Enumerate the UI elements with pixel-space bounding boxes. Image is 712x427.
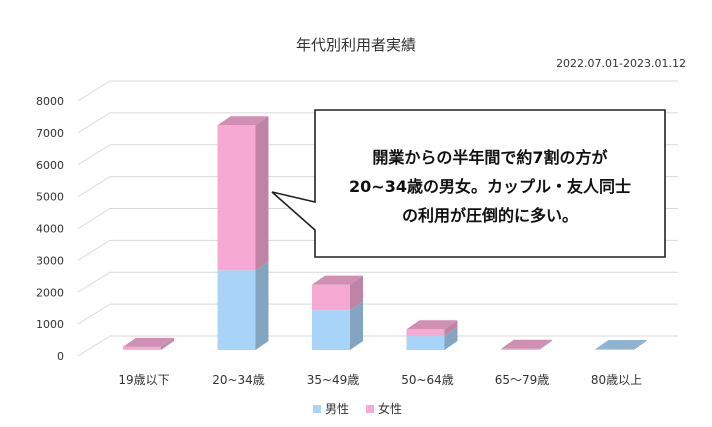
bar-side bbox=[539, 339, 552, 350]
bar-top bbox=[595, 340, 647, 350]
legend-label-female: 女性 bbox=[378, 401, 402, 416]
x-tick-label: 65〜79歳 bbox=[495, 373, 550, 387]
bar-side bbox=[161, 340, 174, 350]
y-tick-label: 1000 bbox=[36, 318, 64, 331]
bar-segment bbox=[123, 340, 174, 350]
bar-segment bbox=[123, 337, 174, 350]
bar-top bbox=[501, 339, 552, 349]
bar-top bbox=[123, 337, 174, 347]
bar-segment bbox=[406, 326, 458, 350]
callout-line-3: の利用が圧倒的に多い。 bbox=[402, 206, 578, 225]
y-tick-label: 8000 bbox=[36, 95, 64, 108]
bar-segment bbox=[406, 320, 458, 336]
bar-segment bbox=[312, 275, 363, 311]
bar-front bbox=[312, 284, 350, 311]
gridline-diagonal bbox=[77, 271, 111, 293]
annotation-callout: 開業からの半年間で約7割の方が 20~34歳の男女。カップル・友人同士 の利用が… bbox=[271, 109, 666, 258]
gridline-diagonal bbox=[77, 208, 111, 229]
bar-segment bbox=[312, 301, 363, 350]
x-tick-label: 19歳以下 bbox=[118, 373, 169, 387]
gridline-diagonal bbox=[77, 144, 111, 166]
bar-front bbox=[406, 329, 445, 336]
chart-title: 年代別利用者実績 bbox=[296, 36, 416, 54]
x-tick-label: 35~49歳 bbox=[307, 373, 360, 387]
chart-legend: 男性 女性 bbox=[313, 401, 402, 416]
y-tick-label: 2000 bbox=[36, 286, 64, 299]
bar-top bbox=[406, 320, 458, 330]
legend-label-male: 男性 bbox=[325, 402, 349, 416]
bar-segment bbox=[217, 261, 269, 350]
bar-side bbox=[350, 275, 363, 311]
bar-segment bbox=[501, 339, 552, 350]
callout-line-1: 開業からの半年間で約7割の方が bbox=[372, 148, 607, 167]
gridline-diagonal bbox=[77, 80, 111, 102]
bar-front bbox=[312, 310, 350, 350]
bar-front bbox=[217, 270, 256, 350]
x-axis-ticks: 19歳以下 20~34歳 35~49歳 50~64歳 65〜79歳 80歳以上 bbox=[118, 373, 642, 387]
callout-bubble bbox=[271, 109, 666, 258]
callout-line-2: 20~34歳の男女。カップル・友人同士 bbox=[349, 177, 631, 196]
bar-front bbox=[406, 335, 445, 350]
bar-side bbox=[539, 340, 552, 350]
bar-top bbox=[217, 116, 269, 126]
bar-side bbox=[444, 326, 458, 350]
legend-swatch-male bbox=[313, 405, 321, 413]
legend-swatch-female bbox=[366, 405, 374, 413]
x-tick-label: 20~34歳 bbox=[212, 373, 265, 387]
gridline-diagonal bbox=[77, 335, 111, 357]
bar-segment bbox=[501, 340, 552, 350]
y-tick-label: 7000 bbox=[36, 127, 64, 140]
bar-front bbox=[217, 125, 256, 271]
chart-bars bbox=[123, 116, 647, 350]
bar-front bbox=[595, 349, 634, 350]
bar-side bbox=[444, 320, 458, 336]
bar-segment bbox=[595, 340, 647, 350]
bar-segment bbox=[217, 116, 269, 271]
y-tick-label: 0 bbox=[57, 350, 64, 363]
bar-front bbox=[123, 346, 161, 350]
bar-side bbox=[633, 340, 647, 350]
chart-date-range: 2022.07.01-2023.01.12 bbox=[556, 57, 686, 70]
y-tick-label: 5000 bbox=[36, 191, 64, 204]
gridline-diagonal bbox=[77, 239, 111, 261]
bar-side bbox=[161, 337, 174, 350]
x-tick-label: 80歳以上 bbox=[591, 373, 642, 387]
x-tick-label: 50~64歳 bbox=[401, 373, 454, 387]
bar-front bbox=[123, 349, 161, 350]
gridline-diagonal bbox=[77, 112, 111, 134]
y-tick-label: 6000 bbox=[36, 159, 64, 172]
gridline-diagonal bbox=[77, 303, 111, 325]
gridline-diagonal bbox=[77, 176, 111, 198]
bar-front bbox=[501, 348, 539, 350]
bar-top bbox=[312, 275, 363, 285]
bar-side bbox=[350, 301, 363, 350]
y-tick-label: 3000 bbox=[36, 254, 64, 267]
bar-side bbox=[255, 261, 269, 350]
bar-side bbox=[255, 116, 269, 271]
y-axis-ticks: 0 1000 2000 3000 4000 5000 6000 7000 8000 bbox=[36, 95, 64, 363]
y-tick-label: 4000 bbox=[36, 223, 64, 236]
bar-front bbox=[501, 349, 539, 350]
